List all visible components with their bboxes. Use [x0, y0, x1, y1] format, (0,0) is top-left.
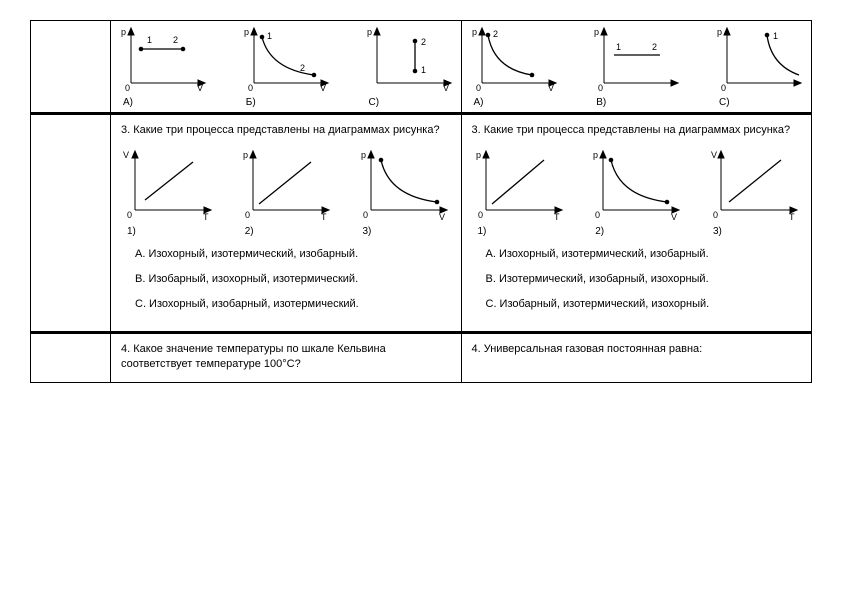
chart-1: V 0 T 1): [121, 146, 215, 237]
q4-right-text: 4. Универсальная газовая постоянная равн…: [472, 342, 802, 357]
svg-text:p: p: [717, 27, 722, 37]
svg-text:V: V: [548, 83, 554, 93]
svg-text:0: 0: [478, 210, 483, 220]
row-2-charts: p 1 2 0 V А) p: [31, 21, 812, 114]
svg-text:p: p: [476, 150, 481, 160]
svg-text:p: p: [121, 27, 126, 37]
caption: 1): [478, 226, 566, 237]
svg-text:0: 0: [245, 210, 250, 220]
caption: А): [474, 97, 560, 108]
svg-text:p: p: [244, 27, 249, 37]
svg-text:p: p: [593, 150, 598, 160]
svg-text:0: 0: [476, 83, 481, 93]
caption: 2): [595, 226, 683, 237]
q3-right-question: 3. Какие три процесса представлены на ди…: [472, 123, 802, 138]
q4-right: 4. Универсальная газовая постоянная равн…: [461, 333, 812, 383]
caption: С): [369, 97, 455, 108]
svg-text:T: T: [554, 212, 560, 222]
document-page: p 1 2 0 V А) p: [0, 0, 842, 595]
svg-text:V: V: [671, 212, 677, 222]
svg-text:p: p: [594, 27, 599, 37]
answer-B: В. Изотермический, изобарный, изохорный.: [486, 272, 802, 287]
svg-text:0: 0: [127, 210, 132, 220]
caption: 2): [245, 226, 333, 237]
q4-left: 4. Какое значение температуры по шкале К…: [111, 333, 462, 383]
stub-cell: [31, 333, 111, 383]
svg-text:T: T: [203, 212, 209, 222]
svg-text:2: 2: [173, 35, 178, 45]
svg-text:2: 2: [493, 29, 498, 39]
q2-right: p 2 0 V А) p: [461, 21, 812, 114]
svg-text:0: 0: [248, 83, 253, 93]
q3-right: 3. Какие три процесса представлены на ди…: [461, 114, 812, 333]
chart-2: p 0 T 2): [239, 146, 333, 237]
svg-text:T: T: [321, 212, 327, 222]
q2-left: p 1 2 0 V А) p: [111, 21, 462, 114]
svg-text:0: 0: [363, 210, 368, 220]
svg-text:p: p: [472, 27, 477, 37]
svg-text:p: p: [361, 150, 366, 160]
svg-text:V: V: [711, 150, 717, 160]
chart-3: p 0 V 3): [357, 146, 451, 237]
chart-А: p 2 0 V А): [468, 25, 560, 108]
svg-text:V: V: [123, 150, 129, 160]
svg-text:V: V: [439, 212, 445, 222]
svg-text:2: 2: [300, 63, 305, 73]
svg-text:V: V: [320, 83, 326, 93]
caption: В): [596, 97, 682, 108]
svg-text:T: T: [789, 212, 795, 222]
chart-Б: p 1 2 0 V Б): [240, 25, 332, 108]
chart-1: p 0 T 1): [472, 146, 566, 237]
svg-text:2: 2: [421, 37, 426, 47]
q4-left-text: 4. Какое значение температуры по шкале К…: [121, 342, 451, 372]
chart-3: V 0 T 3): [707, 146, 801, 237]
caption: А): [123, 97, 209, 108]
answer-C: С. Изобарный, изотермический, изохорный.: [486, 297, 802, 312]
q3-right-answers: А. Изохорный, изотермический, изобарный.…: [472, 247, 802, 312]
svg-text:V: V: [443, 83, 449, 93]
chart-В: p 1 2 0 В): [590, 25, 682, 108]
svg-text:2: 2: [652, 42, 657, 52]
answer-A: А. Изохорный, изотермический, изобарный.: [135, 247, 451, 262]
chart-С: p 2 1 V С): [363, 25, 455, 108]
caption: 3): [713, 226, 801, 237]
svg-text:1: 1: [421, 65, 426, 75]
caption: С): [719, 97, 805, 108]
caption: Б): [246, 97, 332, 108]
row-q3: 3. Какие три процесса представлены на ди…: [31, 114, 812, 333]
answer-C: С. Изохорный, изобарный, изотермический.: [135, 297, 451, 312]
svg-text:p: p: [367, 27, 372, 37]
svg-text:0: 0: [713, 210, 718, 220]
stub-cell: [31, 114, 111, 333]
layout-table: p 1 2 0 V А) p: [30, 20, 812, 383]
svg-text:0: 0: [125, 83, 130, 93]
svg-text:1: 1: [616, 42, 621, 52]
q3-left: 3. Какие три процесса представлены на ди…: [111, 114, 462, 333]
chart-2: p 0 V 2): [589, 146, 683, 237]
answer-A: А. Изохорный, изотермический, изобарный.: [486, 247, 802, 262]
caption: 3): [363, 226, 451, 237]
svg-text:0: 0: [598, 83, 603, 93]
svg-text:1: 1: [147, 35, 152, 45]
svg-text:p: p: [243, 150, 248, 160]
stub-cell: [31, 21, 111, 114]
svg-text:0: 0: [721, 83, 726, 93]
chart-С: p 1 0 С): [713, 25, 805, 108]
row-q4: 4. Какое значение температуры по шкале К…: [31, 333, 812, 383]
svg-text:1: 1: [267, 31, 272, 41]
svg-text:V: V: [197, 83, 203, 93]
q3-left-question: 3. Какие три процесса представлены на ди…: [121, 123, 451, 138]
svg-text:1: 1: [773, 31, 778, 41]
chart-А: p 1 2 0 V А): [117, 25, 209, 108]
caption: 1): [127, 226, 215, 237]
svg-text:0: 0: [595, 210, 600, 220]
q3-left-answers: А. Изохорный, изотермический, изобарный.…: [121, 247, 451, 312]
answer-B: В. Изобарный, изохорный, изотермический.: [135, 272, 451, 287]
